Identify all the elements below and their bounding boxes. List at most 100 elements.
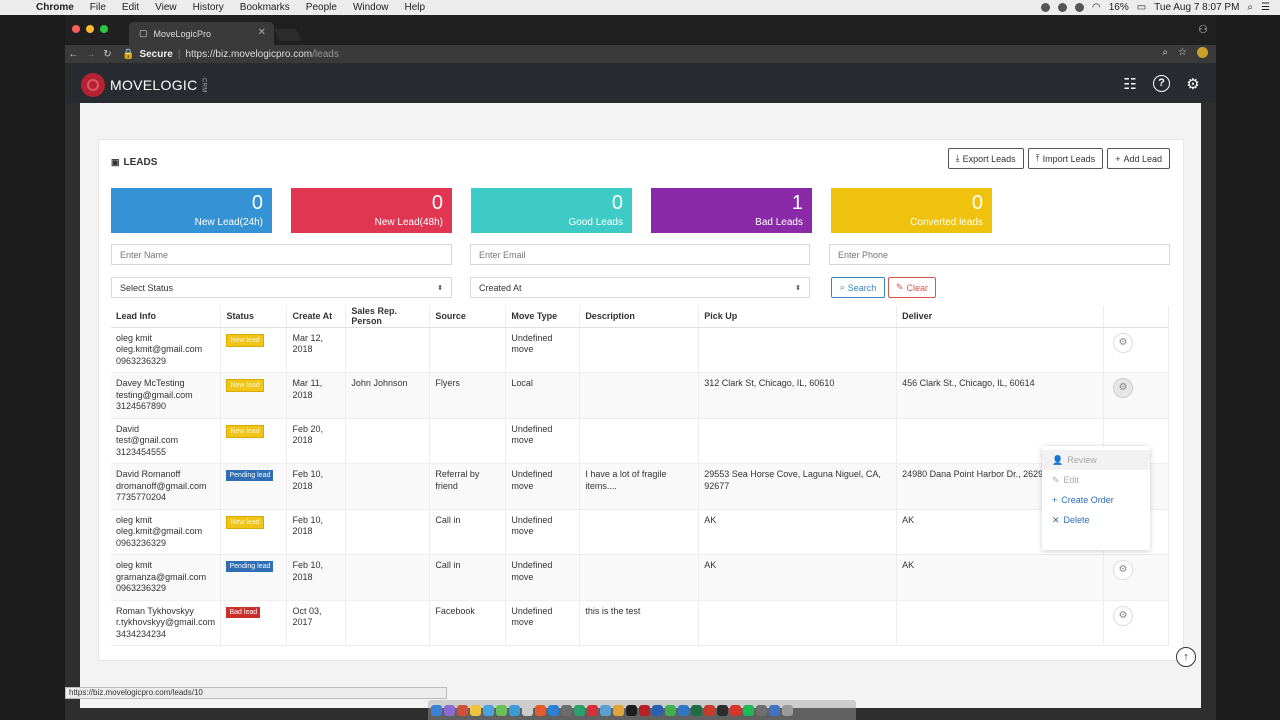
menu-view[interactable]: View [155,2,177,13]
zoom-icon[interactable]: ⌕ [1162,47,1169,58]
clear-button[interactable]: ✎ Clear [888,277,936,298]
stat-card-converted[interactable]: 0 Converted leads [831,188,992,233]
settings-gear-icon[interactable]: ⚙ [1186,76,1200,93]
column-header[interactable]: Description [579,306,700,328]
table-row[interactable]: Davey McTesting testing@gmail.com 31245678… [111,372,1170,418]
menu-help[interactable]: Help [404,2,426,13]
menu-file[interactable]: File [89,2,106,13]
dropbox-icon[interactable] [1057,3,1067,12]
app-icon[interactable] [678,704,689,716]
table-row[interactable]: oleg kmit gramanza@gmail.com 0963236329 Pe… [111,554,1170,600]
menu-window[interactable]: Window [352,2,389,13]
import-leads-button[interactable]: ⤒ Import Leads [1027,148,1104,169]
app-icon[interactable] [652,704,663,716]
profile-icon[interactable]: ⚇ [1198,24,1208,36]
browser-tab-active[interactable]: ▢ MoveLogicPro ✕ [129,22,274,45]
create-order-menu-item[interactable]: + Create Order [1042,490,1150,510]
menu-app-name[interactable]: Chrome [36,2,74,13]
close-window-button[interactable] [72,25,80,33]
table-row[interactable]: oleg kmit oleg.kmit@gmail.com 0963236329 N… [111,509,1170,555]
row-settings-gear-icon[interactable]: ⚙ [1112,560,1133,580]
finder-icon[interactable] [431,704,442,716]
back-icon[interactable]: ← [68,48,79,60]
app-icon[interactable] [613,704,624,716]
app-icon[interactable] [730,704,741,716]
app-icon[interactable] [509,704,520,716]
extension-icon[interactable] [1197,47,1208,58]
messages-icon[interactable]: ☷ [1123,76,1137,93]
trash-icon[interactable] [782,704,793,716]
row-settings-gear-icon[interactable]: ⚙ [1112,605,1133,626]
email-filter-input[interactable] [470,244,810,265]
app-icon[interactable] [587,704,598,716]
record-icon[interactable] [1040,3,1050,12]
stat-card-bad[interactable]: 1 Bad Leads [651,188,812,233]
app-icon[interactable] [704,704,715,716]
app-icon[interactable] [665,704,676,716]
stat-card-new-24h[interactable]: 0 New Lead(24h) [111,188,272,233]
app-icon[interactable] [561,704,572,716]
zoom-window-button[interactable] [100,25,108,33]
new-tab-button[interactable] [274,29,302,41]
bookmark-star-icon[interactable]: ☆ [1178,47,1187,58]
chrome-icon[interactable] [470,704,481,716]
spotlight-icon[interactable]: ⌕ [1247,2,1254,13]
help-icon[interactable]: ? [1153,75,1170,92]
phone-filter-input[interactable] [829,244,1170,265]
app-icon[interactable] [522,704,533,716]
stat-card-good[interactable]: 0 Good Leads [471,188,632,233]
app-icon[interactable] [574,704,585,716]
app-icon[interactable] [717,704,728,716]
close-tab-icon[interactable]: ✕ [257,27,266,38]
name-filter-input[interactable] [111,244,452,265]
created-at-select[interactable]: Created At ⬍ [470,277,810,298]
app-icon[interactable] [548,704,559,716]
column-header[interactable]: Source [429,306,507,328]
app-icon[interactable] [639,704,650,716]
row-settings-gear-icon[interactable]: ⚙ [1112,378,1133,398]
app-icon[interactable] [691,704,702,716]
app-icon[interactable] [535,704,546,716]
reload-icon[interactable]: ↻ [103,48,112,60]
clock[interactable]: Tue Aug 7 8:07 PM [1154,2,1240,13]
menu-bookmarks[interactable]: Bookmarks [239,2,290,13]
edit-menu-item[interactable]: ✎ Edit [1042,470,1150,490]
row-settings-gear-icon[interactable]: ⚙ [1112,332,1133,353]
app-icon[interactable] [769,704,780,716]
app-icon[interactable] [756,704,767,716]
skype-icon[interactable] [1074,3,1084,12]
status-select[interactable]: Select Status ⬍ [111,277,452,298]
scroll-to-top-button[interactable]: ↑ [1176,647,1196,667]
table-row[interactable]: David Romanoff dromanoff@gmail.com 7735770… [111,463,1170,509]
app-icon[interactable] [600,704,611,716]
app-icon[interactable] [483,704,494,716]
brand-logo[interactable]: MOVELOGIC CRM [81,73,207,97]
forward-icon[interactable]: → [85,48,96,60]
column-header[interactable]: Lead Info [111,306,222,328]
export-leads-button[interactable]: ⤓ Export Leads [947,148,1024,169]
column-header[interactable]: Move Type [505,306,581,328]
menu-people[interactable]: People [305,2,337,13]
menu-edit[interactable]: Edit [121,2,140,13]
table-row[interactable]: oleg kmit oleg.kmit@gmail.com 0963236329 N… [111,327,1170,373]
battery-icon[interactable]: ▭ [1136,2,1147,13]
app-icon[interactable] [496,704,507,716]
column-header[interactable]: Status [220,306,288,328]
search-button[interactable]: ⌕ Search [831,277,885,298]
column-header[interactable]: Create At [286,306,347,328]
table-row[interactable]: David test@gnail.com 3123454555 New lead F… [111,418,1170,464]
app-icon[interactable] [626,704,637,716]
app-icon[interactable] [457,704,468,716]
siri-icon[interactable] [444,704,455,716]
wifi-icon[interactable]: ◠ [1091,2,1101,13]
review-menu-item[interactable]: 👤 Review [1042,450,1150,470]
stat-card-new-48h[interactable]: 0 New Lead(48h) [291,188,452,233]
address-bar[interactable]: 🔒 Secure | https://biz.movelogicpro.com/… [122,49,339,60]
menu-history[interactable]: History [192,2,224,13]
column-header[interactable]: Pick Up [698,306,898,328]
column-header[interactable]: Deliver [896,306,1104,328]
add-lead-button[interactable]: + Add Lead [1107,148,1170,169]
minimize-window-button[interactable] [86,25,94,33]
app-icon[interactable] [743,704,754,716]
table-row[interactable]: Roman Tykhovskyy r.tykhovskyy@gmail.com 34… [111,600,1170,646]
